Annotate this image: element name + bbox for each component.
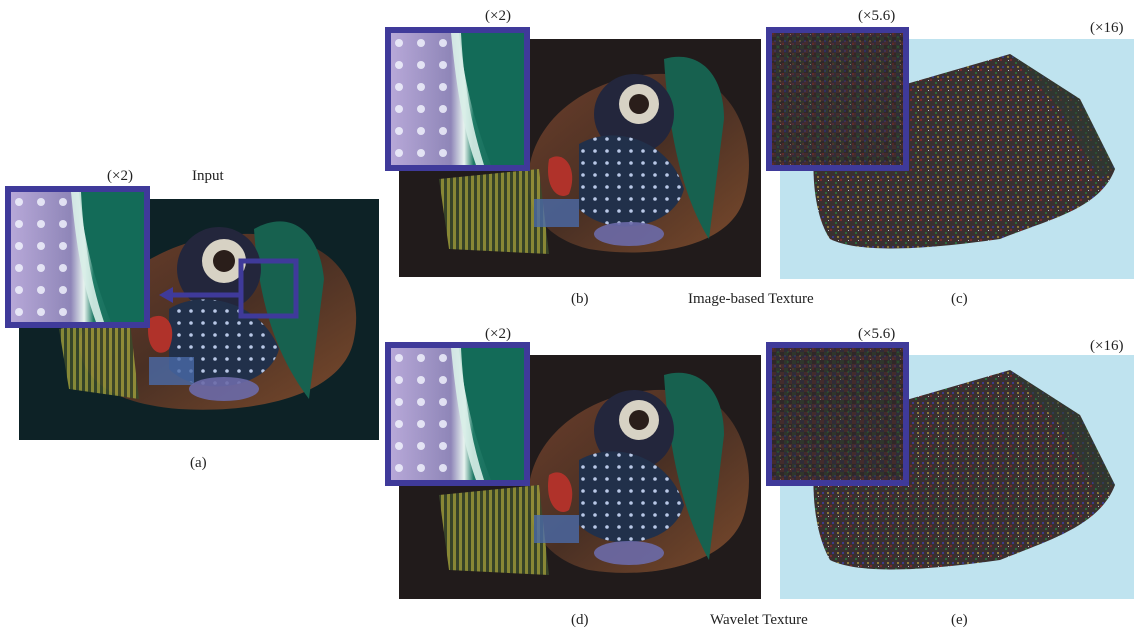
panel-e-inset-zoom-label: (×5.6) bbox=[858, 326, 896, 342]
panel-c-zoom-inset bbox=[766, 27, 909, 171]
panel-b-caption: (b) bbox=[571, 291, 589, 307]
panel-d-image bbox=[399, 355, 761, 599]
fish-figurine bbox=[439, 372, 749, 575]
panel-d-caption: (d) bbox=[571, 612, 589, 628]
panel-a-image bbox=[19, 199, 379, 440]
fish-figurine bbox=[439, 56, 749, 254]
panel-a-title: Input bbox=[192, 168, 224, 184]
panel-a-zoom-label: (×2) bbox=[107, 168, 133, 184]
panel-e-caption: (e) bbox=[951, 612, 968, 628]
panel-c-image-zoom-label: (×16) bbox=[1090, 20, 1124, 36]
panel-b-zoom-label: (×2) bbox=[485, 8, 511, 24]
panel-e-image-zoom-label: (×16) bbox=[1090, 338, 1124, 354]
panel-d-zoom-label: (×2) bbox=[485, 326, 511, 342]
row-label-top: Image-based Texture bbox=[688, 291, 814, 307]
panel-e-zoom-inset bbox=[766, 342, 909, 486]
fish-figurine bbox=[59, 221, 357, 410]
panel-c-inset-zoom-label: (×5.6) bbox=[858, 8, 896, 24]
panel-c-caption: (c) bbox=[951, 291, 968, 307]
row-label-bottom: Wavelet Texture bbox=[710, 612, 808, 628]
panel-b-zoom-inset bbox=[385, 27, 530, 171]
panel-d-zoom-inset bbox=[385, 342, 530, 486]
panel-a-zoom-inset bbox=[5, 186, 150, 328]
panel-a-caption: (a) bbox=[190, 455, 207, 471]
